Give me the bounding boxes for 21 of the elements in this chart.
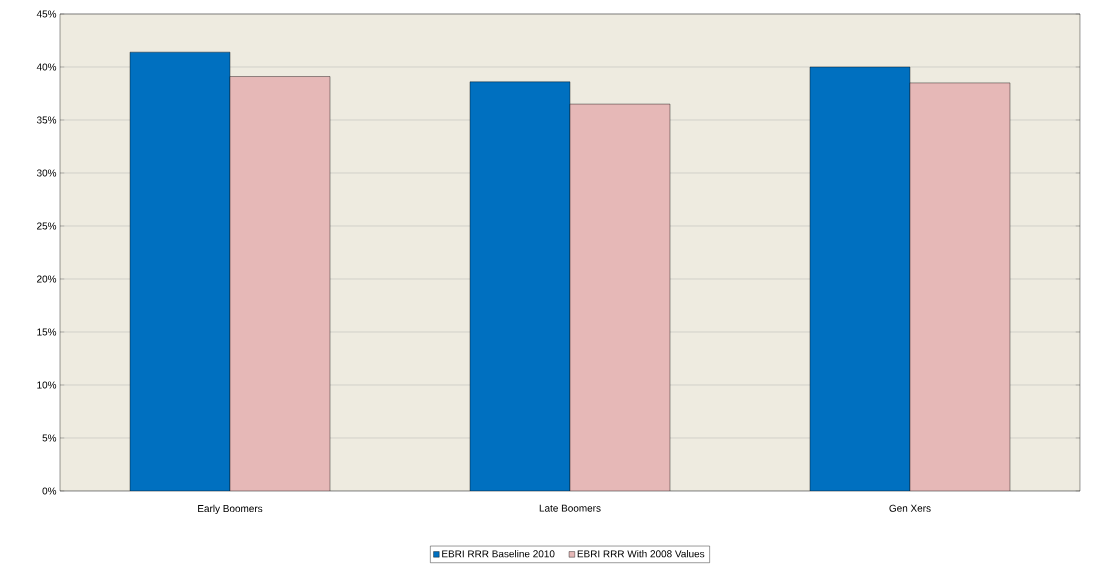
y-tick-label: 30% [36, 169, 57, 177]
legend-label: EBRI RRR With 2008 Values [577, 550, 705, 558]
y-tick-label: 15% [37, 328, 57, 336]
bar [469, 81, 571, 491]
bar [229, 76, 331, 491]
y-tick-label: 10% [37, 381, 57, 389]
bar [569, 103, 671, 491]
x-tick-label: Gen Xers [889, 504, 931, 512]
y-tick-label: 20% [37, 275, 57, 283]
bar [129, 51, 231, 491]
y-tick-label: 0% [42, 487, 57, 495]
bar [809, 66, 911, 491]
bar [909, 82, 1011, 491]
y-tick-label: 5% [42, 434, 57, 442]
y-tick-label: 40% [36, 63, 57, 71]
y-tick-label: 35% [36, 116, 57, 124]
y-tick-label: 25% [37, 222, 57, 230]
x-tick-label: Late Boomers [539, 504, 601, 512]
legend-label: EBRI RRR Baseline 2010 [442, 550, 555, 558]
y-tick-label: 45% [36, 10, 57, 18]
x-tick-label: Early Boomers [198, 504, 263, 515]
